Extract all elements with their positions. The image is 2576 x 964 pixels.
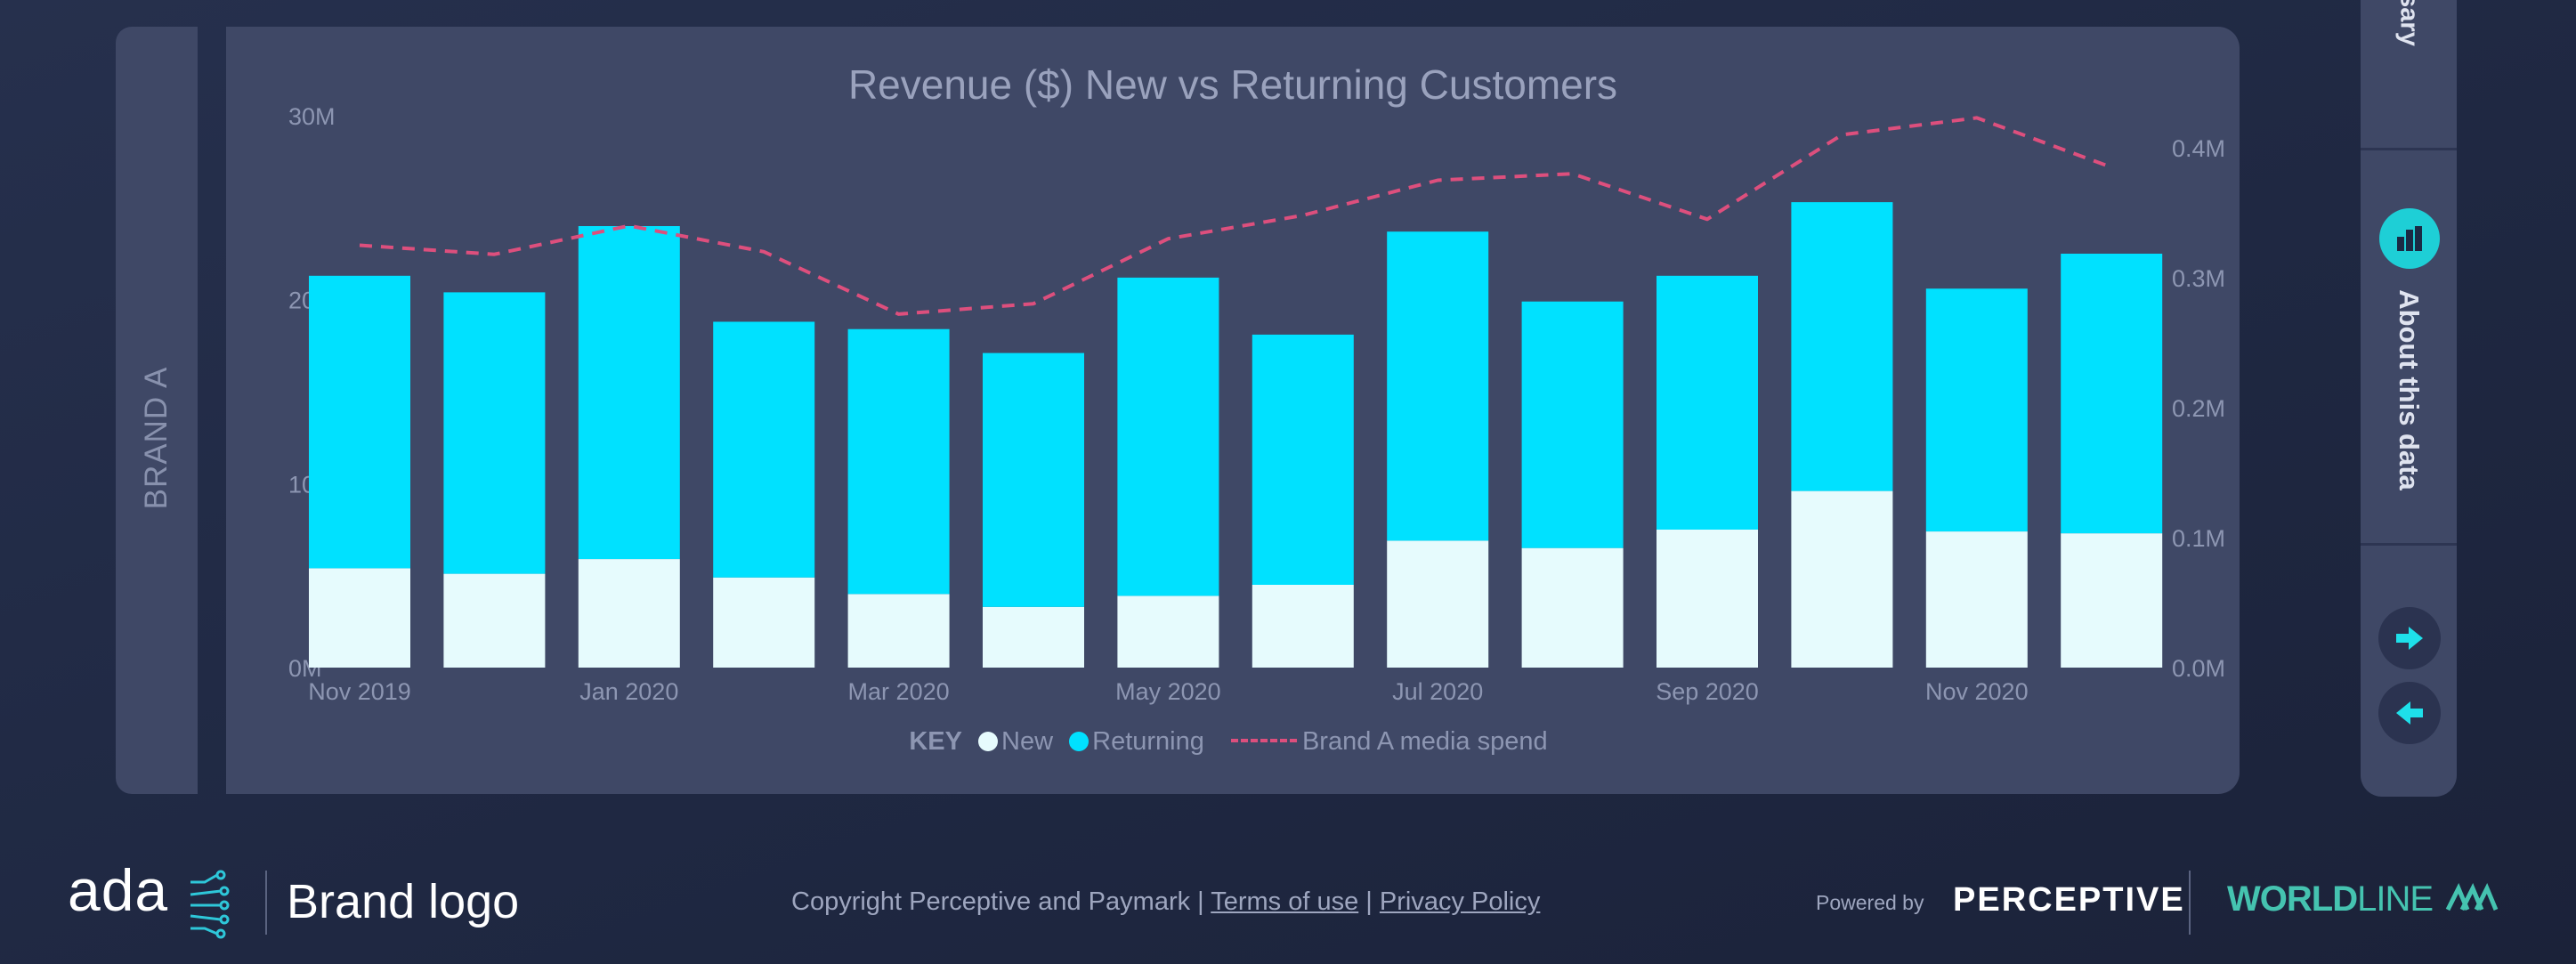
x-tick-label: Jul 2020 [1392,678,1483,705]
brand-logo: Brand logo [287,875,520,928]
bar-new [1791,490,1893,668]
bar-returning [1791,202,1893,491]
y-right-tick-label: 0.1M [2172,525,2225,552]
arrow-left-icon [2396,701,2423,725]
y-left-tick-label: 30M [288,103,336,130]
worldline-logo-bold: WORLD [2227,879,2358,919]
bar-new [1252,585,1354,668]
bar-new [578,559,680,668]
bar-new [1521,547,1624,668]
bar-new [443,573,546,668]
x-tick-label: Sep 2020 [1656,678,1759,705]
bar-new [1657,530,1758,668]
perceptive-logo: PERCEPTIVE [1953,881,2185,919]
y-right-tick-label: 0.4M [2172,135,2225,162]
bar-returning [1521,301,1624,548]
brand-side-tab[interactable]: BRAND A [116,27,198,794]
bar-returning [1117,277,1219,596]
bar-returning [713,321,815,578]
ada-circuit-icon [190,870,230,939]
bar-new [309,568,410,668]
bar-returning [1657,275,1758,530]
y-right-tick-label: 0.2M [2172,395,2225,422]
legend-new-label: New [1001,727,1054,756]
about-this-data-tab[interactable]: About this data [2394,289,2425,490]
bar-returning [983,352,1084,607]
legend-new-swatch [978,732,999,751]
x-tick-label: Mar 2020 [848,678,950,705]
chart-legend: KEY New Returning Brand A media spend [226,727,2240,757]
legend-returning-label: Returning [1092,727,1204,756]
x-tick-label: Nov 2020 [1925,678,2029,705]
legend-media-spend-label: Brand A media spend [1301,727,1548,756]
next-button[interactable] [2378,607,2441,669]
copyright-text: Copyright Perceptive and Paymark | Terms… [791,887,1540,917]
bar-new [983,606,1084,668]
bar-new [1117,595,1219,668]
chart-title: Revenue ($) New vs Returning Customers [847,61,1618,108]
bar-returning [847,328,950,595]
brand-tab-label: BRAND A [139,366,174,510]
terms-of-use-link[interactable]: Terms of use [1211,887,1359,916]
glossary-tab[interactable]: sary [2394,0,2424,46]
bar-returning [1387,231,1489,541]
bar-returning [578,226,680,560]
bar-returning [309,275,410,569]
bar-returning [2061,254,2163,534]
x-tick-label: Nov 2019 [308,678,411,705]
legend-media-spend-swatch [1230,739,1297,742]
bar-new [847,594,950,668]
legend-returning-swatch [1069,732,1090,751]
bar-chart-icon[interactable] [2379,208,2440,269]
legend-title: KEY [909,727,962,756]
right-side-panel: sary About this data [2361,0,2457,797]
footer-separator [265,871,267,935]
media-spend-line [359,116,2112,316]
bar-new [713,577,815,668]
y-right-tick-label: 0.3M [2172,265,2225,292]
copyright-label: Copyright Perceptive and Paymark | [791,887,1211,916]
panel-divider [2361,543,2457,546]
x-tick-label: May 2020 [1115,678,1221,705]
bar-returning [1925,288,2028,532]
ada-logo: ada [68,857,169,923]
previous-button[interactable] [2378,682,2441,744]
bar-returning [443,292,546,574]
bar-returning [1252,334,1354,585]
bar-new [2061,533,2163,668]
bar-new [1925,531,2028,668]
privacy-policy-link[interactable]: Privacy Policy [1379,887,1541,916]
bar-new [1387,540,1489,668]
chart-panel: Revenue ($) New vs Returning Customers 0… [226,27,2240,794]
x-tick-label: Jan 2020 [579,678,678,705]
worldline-logo-light: LINE [2357,879,2434,919]
powered-by-label: Powered by [1816,891,1924,914]
worldline-logo: WORLDLINE [2227,879,2434,919]
worldline-waves-icon [2445,882,2499,911]
footer-separator [2189,871,2191,935]
y-right-tick-label: 0.0M [2172,655,2225,682]
arrow-right-icon [2396,627,2423,650]
panel-divider [2361,148,2457,150]
link-separator: | [1358,887,1380,916]
